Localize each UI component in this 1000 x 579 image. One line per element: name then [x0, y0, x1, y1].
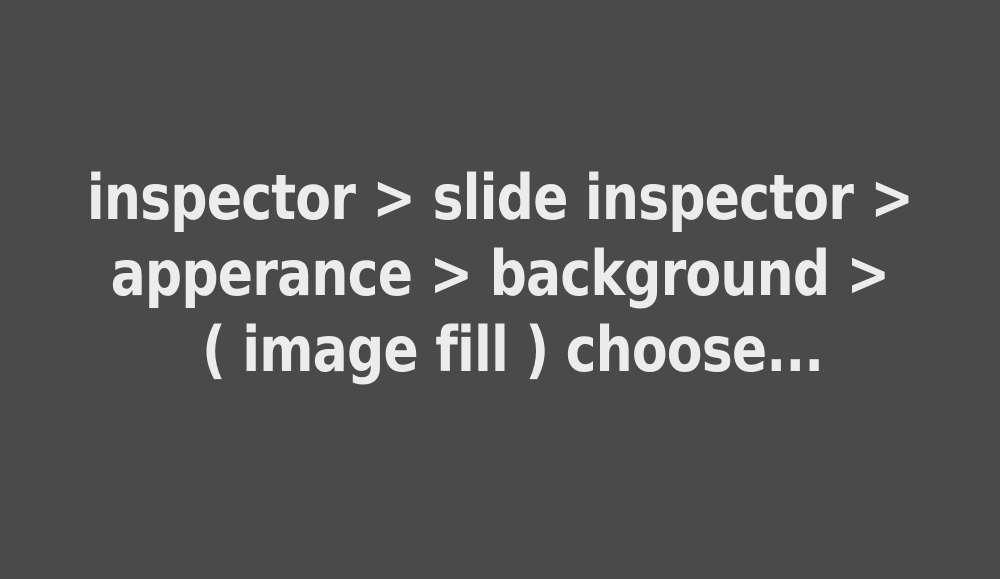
instruction-caption: inspector > slide inspector > apperance … [0, 160, 1000, 388]
caption-line-1: inspector > slide inspector > [86, 161, 914, 234]
caption-line-2: apperance > background > [110, 237, 891, 310]
caption-line-3: ( image fill ) choose... [201, 313, 824, 386]
